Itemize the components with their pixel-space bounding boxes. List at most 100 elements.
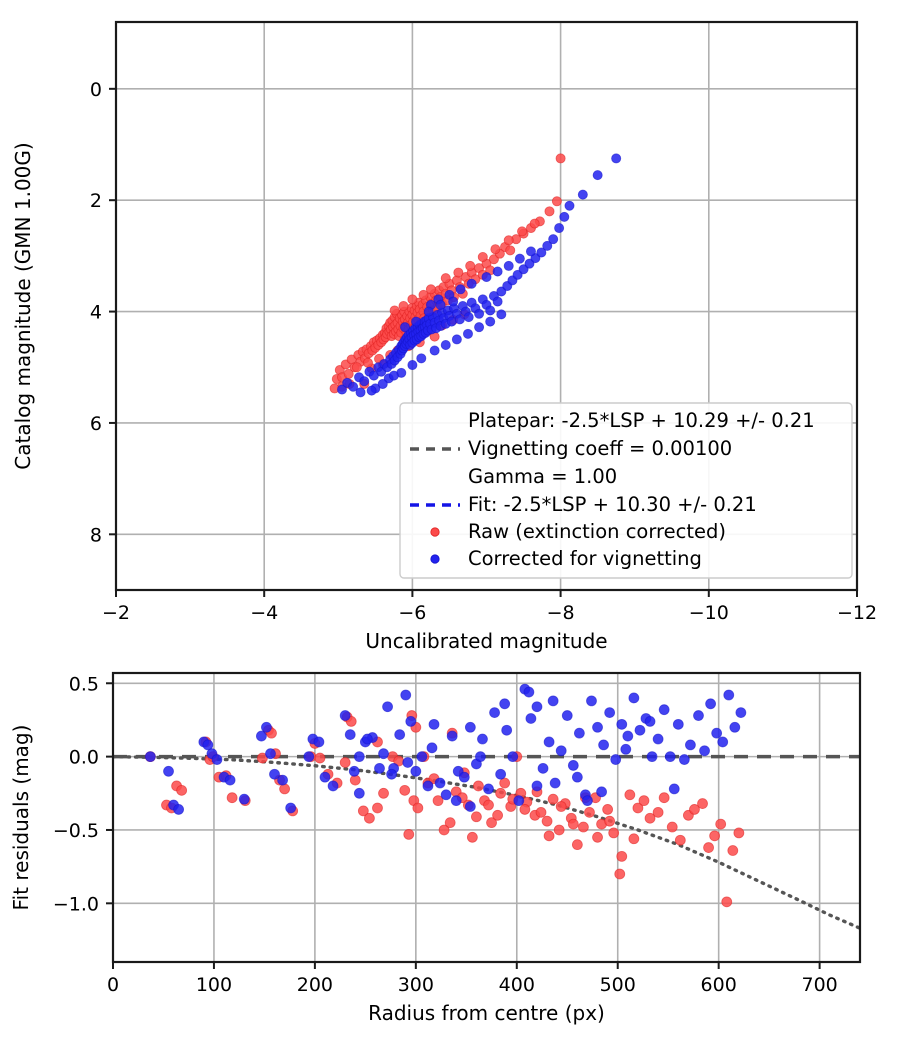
residual-series-corrected xyxy=(144,683,747,815)
data-point xyxy=(616,718,628,730)
data-point xyxy=(578,821,589,833)
data-point xyxy=(398,300,409,311)
data-point xyxy=(503,260,514,271)
data-point xyxy=(226,792,238,804)
data-point xyxy=(592,721,603,733)
data-point xyxy=(537,762,549,774)
data-point xyxy=(582,795,593,807)
data-point xyxy=(463,312,474,323)
data-point xyxy=(620,743,632,755)
data-point xyxy=(628,833,640,845)
data-point xyxy=(632,802,644,814)
top-y-axis-label: Catalog magnitude (GMN 1.00G) xyxy=(11,142,35,469)
data-point xyxy=(418,289,429,300)
data-point xyxy=(355,387,366,398)
data-point xyxy=(646,751,658,763)
data-point xyxy=(624,789,636,801)
data-point xyxy=(674,834,686,846)
data-point xyxy=(466,831,478,843)
data-point xyxy=(489,707,500,719)
data-point xyxy=(544,206,555,217)
data-point xyxy=(314,752,326,764)
data-point xyxy=(496,309,507,320)
data-point xyxy=(378,787,389,799)
vignetting-model-curve xyxy=(113,754,860,930)
data-point xyxy=(577,189,588,200)
data-point xyxy=(269,768,280,780)
data-point xyxy=(672,718,684,730)
data-point xyxy=(715,818,727,830)
data-point xyxy=(492,266,503,277)
data-point xyxy=(561,710,573,721)
data-point xyxy=(592,831,603,843)
data-point xyxy=(525,246,536,257)
y-tick-label: 0.0 xyxy=(69,747,99,769)
data-point xyxy=(614,868,626,880)
data-point xyxy=(652,733,664,745)
legend-entry[interactable]: Raw (extinction corrected) xyxy=(430,520,726,543)
data-point xyxy=(474,308,485,319)
data-point xyxy=(711,727,723,739)
data-point xyxy=(543,736,555,748)
data-point xyxy=(407,294,418,305)
bottom-axes-spines xyxy=(106,671,862,969)
data-point xyxy=(483,799,494,811)
x-tick-label: −12 xyxy=(837,602,877,624)
legend-label: Fit: -2.5*LSP + 10.30 +/- 0.21 xyxy=(468,493,757,516)
data-point xyxy=(622,730,634,742)
data-point xyxy=(432,795,444,807)
data-point xyxy=(652,806,664,818)
data-point xyxy=(454,314,465,325)
data-point xyxy=(255,730,267,742)
data-point xyxy=(584,806,595,818)
legend-entry[interactable]: Corrected for vignetting xyxy=(430,547,702,570)
legend-entry[interactable]: Platepar: -2.5*LSP + 10.29 +/- 0.21 xyxy=(468,409,815,432)
data-point xyxy=(444,817,456,829)
data-point xyxy=(366,385,377,396)
data-point xyxy=(353,787,365,799)
legend-marker-dot-red-icon xyxy=(430,527,440,537)
data-point xyxy=(492,296,503,307)
x-tick-label: −10 xyxy=(689,602,729,624)
data-point xyxy=(658,704,670,716)
data-point xyxy=(517,226,528,237)
data-point xyxy=(536,247,547,258)
data-point xyxy=(277,774,288,786)
x-tick-label: 300 xyxy=(398,974,434,996)
data-point xyxy=(602,804,614,815)
legend-entry[interactable]: Gamma = 1.00 xyxy=(468,465,617,488)
data-point xyxy=(416,353,427,364)
data-point xyxy=(359,376,370,387)
data-point xyxy=(666,821,678,833)
legend-entry[interactable]: Vignetting coeff = 0.00100 xyxy=(410,437,732,460)
data-point xyxy=(438,824,450,836)
x-tick-label: 600 xyxy=(701,974,737,996)
y-tick-label: 0 xyxy=(90,79,102,101)
data-point xyxy=(543,830,555,842)
data-point xyxy=(485,305,496,316)
x-tick-label: 400 xyxy=(499,974,535,996)
data-point xyxy=(610,754,622,765)
data-point xyxy=(388,370,399,381)
data-point xyxy=(327,780,339,792)
data-point xyxy=(238,793,250,805)
data-point xyxy=(604,707,616,719)
data-point xyxy=(446,730,458,742)
data-point xyxy=(361,733,373,745)
legend-marker-dot-blue-icon xyxy=(430,554,440,564)
top-plot-legend[interactable]: Platepar: -2.5*LSP + 10.29 +/- 0.21 Vigne… xyxy=(399,402,853,579)
data-point xyxy=(735,707,747,719)
data-point xyxy=(339,710,351,721)
bottom-plot-background xyxy=(113,673,860,962)
data-point xyxy=(455,284,466,295)
data-point xyxy=(473,780,484,792)
top-axes-spines xyxy=(109,20,859,597)
data-point xyxy=(525,713,537,724)
x-tick-label: −4 xyxy=(250,602,278,624)
data-point xyxy=(357,805,369,817)
data-point xyxy=(261,721,272,733)
legend-entry[interactable]: Fit: -2.5*LSP + 10.30 +/- 0.21 xyxy=(410,493,757,516)
x-tick-label: −2 xyxy=(102,602,130,624)
x-tick-label: 500 xyxy=(600,974,636,996)
data-point xyxy=(382,701,393,713)
